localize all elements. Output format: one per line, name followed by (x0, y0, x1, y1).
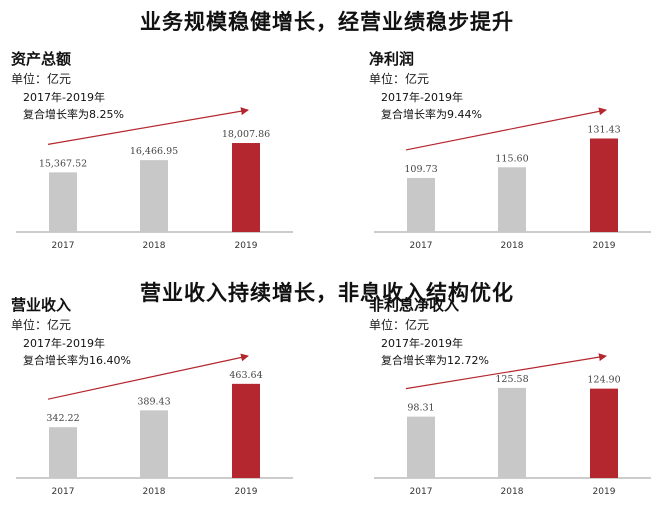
chart-total-assets: 资产总额单位：亿元 2017年-2019年复合增长率为8.25% 15,367.52… (8, 44, 298, 274)
section-title-revenue: 营业收入持续增长，非息收入结构优化 (140, 281, 514, 305)
bar-2018 (498, 167, 526, 232)
x-tick-label-2017: 2017 (410, 487, 433, 497)
cagr-note: 复合增长率为8.25% (23, 107, 124, 121)
value-label-2018: 16,466.95 (130, 146, 178, 157)
cagr-note: 复合增长率为16.40% (23, 353, 131, 367)
period-note: 2017年-2019年 (23, 90, 105, 104)
unit-label: 单位：亿元 (11, 71, 71, 86)
growth-trend-arrow (405, 353, 607, 390)
bar-2018 (498, 387, 526, 478)
value-label-2019: 463.64 (229, 370, 262, 381)
value-label-2019: 131.43 (587, 124, 620, 135)
x-tick-label-2017: 2017 (52, 241, 75, 251)
chart-title: 资产总额 (11, 50, 71, 68)
bar-2019 (232, 383, 260, 478)
unit-label: 单位：亿元 (369, 71, 429, 86)
chart-title: 营业收入 (11, 296, 71, 314)
period-note: 2017年-2019年 (381, 90, 463, 104)
bar-2019 (590, 138, 618, 232)
period-note: 2017年-2019年 (381, 336, 463, 350)
x-tick-label-2019: 2019 (593, 241, 616, 251)
x-tick-label-2017: 2017 (410, 241, 433, 251)
x-tick-label-2019: 2019 (235, 241, 258, 251)
bar-2018 (140, 410, 168, 478)
bar-2017 (49, 427, 77, 478)
unit-label: 单位：亿元 (369, 317, 429, 332)
x-tick-label-2018: 2018 (143, 241, 166, 251)
x-tick-label-2018: 2018 (143, 487, 166, 497)
value-label-2019: 124.90 (587, 375, 620, 386)
chart-title: 非利息净收入 (369, 296, 459, 314)
bar-2017 (49, 172, 77, 232)
x-tick-label-2019: 2019 (235, 487, 258, 497)
cagr-note: 复合增长率为9.44% (381, 107, 482, 121)
value-label-2019: 18,007.86 (222, 129, 270, 140)
chart-title: 净利润 (369, 50, 414, 68)
value-label-2017: 15,367.52 (39, 158, 87, 169)
bar-2019 (590, 388, 618, 478)
value-label-2018: 389.43 (137, 396, 170, 407)
growth-trend-arrow (47, 107, 249, 145)
value-label-2018: 115.60 (495, 153, 528, 164)
unit-label: 单位：亿元 (11, 317, 71, 332)
chart-net-profit: 净利润单位：亿元 2017年-2019年复合增长率为9.44% 109.73 2017… (366, 44, 654, 274)
chart-operating-income: 营业收入单位：亿元 2017年-2019年复合增长率为16.40% 342.22 20… (8, 290, 298, 520)
value-label-2018: 125.58 (495, 374, 528, 385)
value-label-2017: 109.73 (404, 164, 437, 175)
growth-trend-arrow (47, 353, 249, 400)
bar-2018 (140, 160, 168, 232)
value-label-2017: 98.31 (407, 403, 434, 414)
period-note: 2017年-2019年 (23, 336, 105, 350)
bar-2017 (407, 177, 435, 232)
x-tick-label-2018: 2018 (501, 487, 524, 497)
x-tick-label-2019: 2019 (593, 487, 616, 497)
growth-trend-arrow (405, 107, 607, 151)
section-title-scale: 业务规模稳健增长，经营业绩稳步提升 (140, 10, 514, 34)
x-tick-label-2017: 2017 (52, 487, 75, 497)
chart-non-interest-income: 非利息净收入 单位：亿元 2017年-2019年复合增长率为12.72% 98.31 2… (366, 290, 654, 520)
value-label-2017: 342.22 (46, 413, 79, 424)
x-tick-label-2018: 2018 (501, 241, 524, 251)
bar-2019 (232, 143, 260, 232)
cagr-note: 复合增长率为12.72% (381, 353, 489, 367)
bar-2017 (407, 416, 435, 478)
